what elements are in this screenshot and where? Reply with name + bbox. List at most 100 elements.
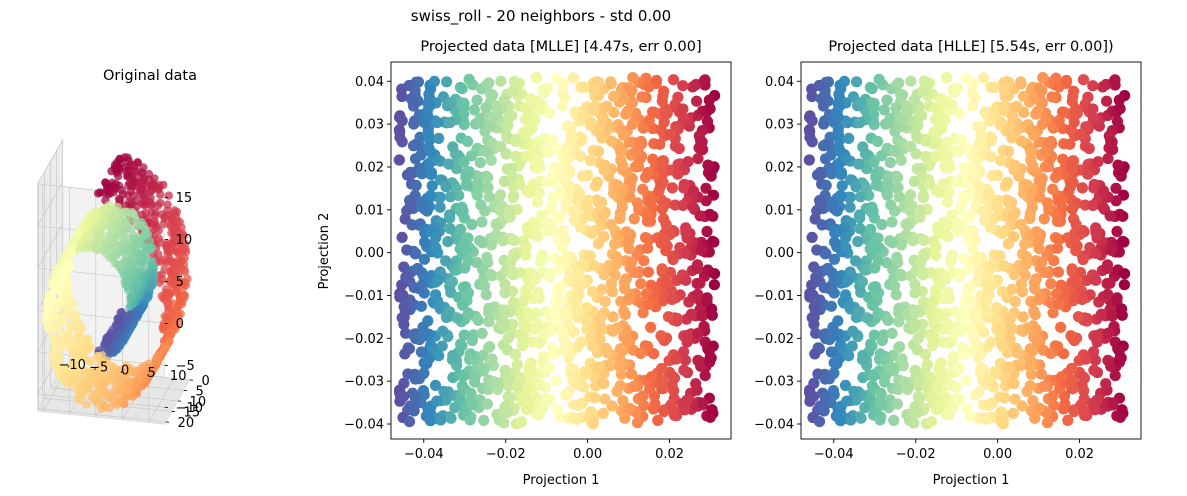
panel-original: Original data −10 −5 0 5 10 05101520151050−5−… [36,68,210,431]
hlle-point [898,376,910,388]
hlle-point [819,391,831,403]
mlle-point [568,412,580,424]
mlle-ytick-label: 0.03 [355,118,384,133]
hlle-point [1038,380,1050,392]
hlle-point [1040,146,1052,158]
hlle-point [920,135,932,147]
mlle-point [545,200,557,212]
hlle-point [930,249,942,261]
mlle-point [508,248,520,260]
hlle-point [1058,106,1070,118]
mlle-point [444,191,457,203]
hlle-point [1113,345,1125,357]
hlle-point [1026,345,1039,357]
mlle-point [422,129,434,141]
hlle-point [819,139,832,151]
mlle-point [442,236,454,248]
mlle-point [563,180,575,192]
roll-point [66,262,75,272]
mlle-point [543,146,555,158]
hlle-point [1077,293,1089,305]
mlle-point [488,376,500,388]
mlle-ytick-label: −0.03 [344,375,384,390]
roll-point [113,202,122,212]
mlle-point [409,139,422,151]
hlle-point [918,75,931,87]
mlle-point [503,374,515,386]
mlle-point [664,128,676,140]
hlle-point [995,406,1007,418]
hlle-point [846,340,858,352]
mlle-point [650,74,663,87]
mlle-point [605,135,618,147]
hlle-point [1011,100,1023,113]
mlle-point [486,113,498,125]
mlle-xtick-label: 0.00 [573,447,602,462]
mlle-point [586,227,598,239]
hlle-point [843,300,855,312]
mlle-point [478,414,490,426]
hlle-point [886,216,898,228]
hlle-point [1015,278,1028,290]
mlle-point [396,231,408,243]
mlle-point [617,395,629,407]
hlle-point [1102,327,1114,339]
mlle-point [510,135,522,147]
mlle-point [547,348,559,360]
hlle-point [842,274,854,286]
hlle-point [881,94,893,106]
mlle-point [517,296,529,308]
mlle-point [440,255,452,267]
mlle-point [604,360,617,372]
mlle-point [396,115,408,127]
mlle-point [447,349,459,362]
mlle-point [502,332,514,344]
mlle-point [667,293,679,305]
mlle-point [618,93,630,105]
mlle-point [703,345,715,357]
hlle-point [952,176,964,188]
hlle-point [1008,378,1020,390]
hlle-point [995,155,1007,167]
hlle-point [953,146,965,158]
mlle-point [481,398,493,410]
hlle-point [1005,324,1018,336]
hlle-point [885,199,897,211]
hlle-point [998,101,1010,113]
hlle-point [1047,183,1059,195]
roll-point [148,281,157,290]
mlle-point [444,223,456,235]
hlle-point [1111,225,1123,238]
mlle-point [555,325,568,337]
hlle-point [1022,322,1034,334]
hlle-point [992,203,1004,215]
mlle-point [522,226,535,238]
mlle-point [594,361,606,373]
mlle-point [654,138,666,150]
mlle-point [434,201,446,213]
mlle-point [471,189,483,201]
hlle-point [876,334,888,347]
roll-point [154,250,163,259]
mlle-point [605,218,617,231]
mlle-point [472,314,484,326]
roll-point [64,329,73,338]
mlle-point [537,402,549,414]
mlle-point [441,76,453,88]
hlle-point [1027,395,1039,407]
panel-mlle: Projected data [MLLE] [4.47s, err 0.00] … [317,39,732,488]
mlle-point [476,216,488,228]
hlle-point [1095,308,1107,320]
mlle-point [481,251,493,263]
roll-point [127,173,137,182]
mlle-ytick-label: 0.02 [355,160,384,175]
hlle-point [831,357,843,370]
hlle-point [985,336,997,348]
hlle-point [1105,244,1117,256]
hlle-point [867,241,880,253]
hlle-point [854,223,866,235]
mlle-point [642,166,654,179]
hlle-point [965,325,978,337]
mlle-point [558,309,570,321]
hlle-point [973,180,985,192]
